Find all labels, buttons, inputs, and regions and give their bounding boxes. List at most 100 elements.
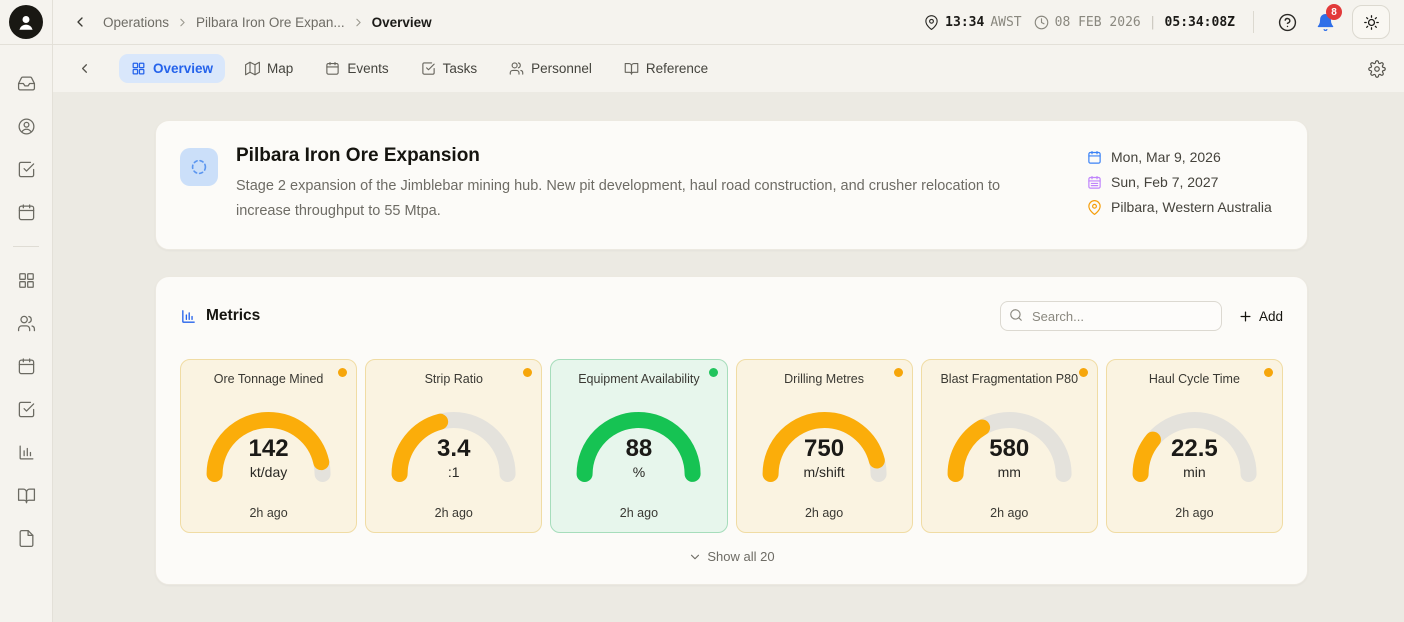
map-pin-icon <box>1087 200 1102 215</box>
tab-label: Overview <box>153 61 213 76</box>
metric-card-blast-fragmentation[interactable]: Blast Fragmentation P80 580 mm 2h ag <box>921 359 1098 533</box>
chevron-right-icon <box>176 16 189 29</box>
metric-card-drilling-metres[interactable]: Drilling Metres 750 m/shift 2h ago <box>736 359 913 533</box>
metric-card-strip-ratio[interactable]: Strip Ratio 3.4 :1 2h ago <box>365 359 542 533</box>
metric-value: 750 <box>753 436 896 462</box>
tab-label: Reference <box>646 61 708 76</box>
metric-unit: m/shift <box>753 464 896 480</box>
tab-overview[interactable]: Overview <box>119 54 225 83</box>
tasks-icon[interactable] <box>17 160 36 179</box>
metric-updated: 2h ago <box>745 506 904 520</box>
metric-title: Strip Ratio <box>374 372 533 386</box>
checklist-icon[interactable] <box>17 400 36 419</box>
users-icon <box>509 61 524 76</box>
metrics-grid: Ore Tonnage Mined 142 kt/day 2h ago <box>180 359 1283 533</box>
metrics-title-label: Metrics <box>206 307 260 325</box>
page-settings-button[interactable] <box>1368 60 1386 78</box>
search-input[interactable] <box>1000 301 1222 331</box>
notifications-button[interactable]: 8 <box>1310 7 1340 37</box>
gauge-text: 750 m/shift <box>753 436 896 479</box>
search-box <box>1000 301 1222 331</box>
account-icon[interactable] <box>17 117 36 136</box>
breadcrumb-project[interactable]: Pilbara Iron Ore Expan... <box>196 15 345 30</box>
analytics-icon[interactable] <box>17 443 36 462</box>
collapse-tabs-button[interactable] <box>71 56 97 82</box>
calendar-end-icon <box>1087 175 1102 190</box>
metrics-header: Metrics Add <box>180 301 1283 331</box>
breadcrumb-overview[interactable]: Overview <box>372 15 432 30</box>
add-metric-button[interactable]: Add <box>1238 309 1283 324</box>
top-bar-right: 13:34 AWST 08 FEB 2026 | 05:34:08Z 8 <box>924 5 1390 39</box>
metrics-card: Metrics Add <box>155 276 1308 585</box>
metric-updated: 2h ago <box>189 506 348 520</box>
metric-title: Drilling Metres <box>745 372 904 386</box>
metric-title: Blast Fragmentation P80 <box>930 372 1089 386</box>
map-icon <box>245 61 260 76</box>
breadcrumb: Operations Pilbara Iron Ore Expan... Ove… <box>103 15 432 30</box>
add-label: Add <box>1259 309 1283 324</box>
people-icon[interactable] <box>17 314 36 333</box>
gauge: 580 mm <box>938 404 1081 492</box>
logo-cell <box>0 0 53 45</box>
tab-label: Map <box>267 61 293 76</box>
inbox-icon[interactable] <box>17 74 36 93</box>
divider <box>1253 11 1254 33</box>
book-open-icon <box>624 61 639 76</box>
chevron-left-icon <box>77 61 92 76</box>
schedule-icon[interactable] <box>17 357 36 376</box>
gauge: 142 kt/day <box>197 404 340 492</box>
chevron-down-icon <box>688 550 702 564</box>
project-location-row: Pilbara, Western Australia <box>1087 199 1283 215</box>
calendar-icon[interactable] <box>17 203 36 222</box>
tab-reference[interactable]: Reference <box>612 54 720 83</box>
reference-book-icon[interactable] <box>17 486 36 505</box>
sun-icon <box>1363 14 1380 31</box>
tab-events[interactable]: Events <box>313 54 400 83</box>
tab-personnel[interactable]: Personnel <box>497 54 604 83</box>
project-header-card: Pilbara Iron Ore Expansion Stage 2 expan… <box>155 120 1308 250</box>
tab-tasks[interactable]: Tasks <box>409 54 490 83</box>
gauge-text: 3.4 :1 <box>382 436 525 479</box>
status-dot <box>709 368 718 377</box>
map-pin-icon <box>924 15 939 30</box>
documents-icon[interactable] <box>17 529 36 548</box>
project-end-date-row: Sun, Feb 7, 2027 <box>1087 174 1283 190</box>
date-label: 08 FEB 2026 <box>1055 15 1141 30</box>
calendar-start-icon <box>1087 150 1102 165</box>
top-bar: Operations Pilbara Iron Ore Expan... Ove… <box>0 0 1404 45</box>
tab-label: Tasks <box>443 61 478 76</box>
tab-bar: Overview Map Events Tasks Personnel <box>53 45 1404 92</box>
breadcrumb-operations[interactable]: Operations <box>103 15 169 30</box>
bar-chart-icon <box>180 308 197 325</box>
metric-value: 142 <box>197 436 340 462</box>
project-meta: Mon, Mar 9, 2026 Sun, Feb 7, 2027 Pilbar… <box>1087 145 1283 223</box>
metric-card-ore-tonnage[interactable]: Ore Tonnage Mined 142 kt/day 2h ago <box>180 359 357 533</box>
clock-icon <box>1034 15 1049 30</box>
plus-icon <box>1238 309 1253 324</box>
search-icon <box>1009 308 1023 322</box>
app-logo[interactable] <box>9 5 43 39</box>
metric-value: 580 <box>938 436 1081 462</box>
project-end-date: Sun, Feb 7, 2027 <box>1111 174 1218 190</box>
metric-card-equipment-availability[interactable]: Equipment Availability 88 % 2h ago <box>550 359 727 533</box>
help-button[interactable] <box>1272 7 1302 37</box>
metric-unit: % <box>567 464 710 480</box>
apps-grid-icon[interactable] <box>17 271 36 290</box>
project-icon <box>180 148 218 186</box>
project-description: Stage 2 expansion of the Jimblebar minin… <box>236 174 1039 223</box>
metric-card-haul-cycle-time[interactable]: Haul Cycle Time 22.5 min 2h ago <box>1106 359 1283 533</box>
theme-toggle-button[interactable] <box>1352 5 1390 39</box>
back-button[interactable] <box>67 9 93 35</box>
metric-value: 88 <box>567 436 710 462</box>
notification-badge: 8 <box>1326 4 1342 20</box>
gauge: 750 m/shift <box>753 404 896 492</box>
gauge-text: 580 mm <box>938 436 1081 479</box>
project-start-date: Mon, Mar 9, 2026 <box>1111 149 1221 165</box>
gauge: 88 % <box>567 404 710 492</box>
show-all-button[interactable]: Show all 20 <box>180 549 1283 568</box>
time-separator: | <box>1149 15 1157 30</box>
metric-title: Ore Tonnage Mined <box>189 372 348 386</box>
chevron-left-icon <box>72 14 88 30</box>
check-square-icon <box>421 61 436 76</box>
tab-map[interactable]: Map <box>233 54 305 83</box>
